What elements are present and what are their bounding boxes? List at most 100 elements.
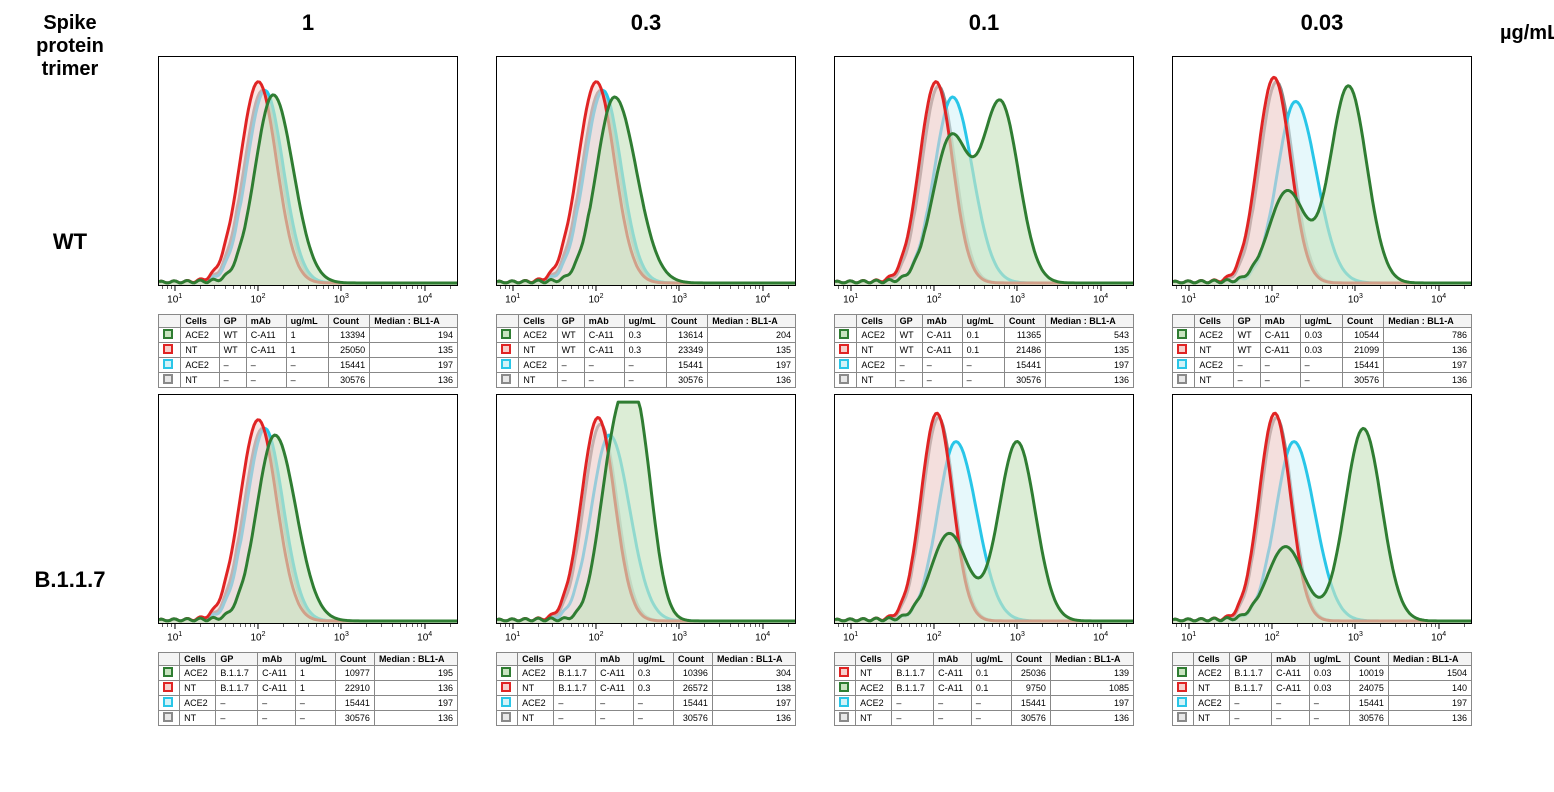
table-cell: 135 xyxy=(1046,343,1134,358)
table-row: NT–––30576136 xyxy=(497,711,796,726)
table-cell: NT xyxy=(1194,711,1230,726)
table-header: Median : BL1-A xyxy=(370,315,458,328)
table-cell: ACE2 xyxy=(518,696,554,711)
table-cell: 194 xyxy=(370,328,458,343)
table-cell: – xyxy=(258,711,296,726)
histogram-panel: 101102103104 CellsGPmAbug/mLCountMedian … xyxy=(148,394,468,726)
table-cell: – xyxy=(962,373,1004,388)
table-cell: WT xyxy=(1233,343,1260,358)
x-tick: 101 xyxy=(1181,286,1196,305)
table-cell: 0.3 xyxy=(633,681,673,696)
table-cell: 21486 xyxy=(1004,343,1045,358)
table-cell: ACE2 xyxy=(857,358,895,373)
table-cell: WT xyxy=(219,328,246,343)
x-tick: 104 xyxy=(417,624,432,643)
x-axis: 101102103104 xyxy=(496,624,796,648)
table-cell: 136 xyxy=(1046,373,1134,388)
table-cell: 1 xyxy=(295,666,335,681)
table-header: Count xyxy=(335,653,374,666)
table-cell: C-A11 xyxy=(246,328,286,343)
table-cell: 1 xyxy=(286,328,328,343)
legend-swatch xyxy=(1177,697,1187,707)
table-header: mAb xyxy=(922,315,962,328)
table-cell: 30576 xyxy=(1349,711,1388,726)
legend-swatch xyxy=(1177,712,1187,722)
legend-swatch xyxy=(163,712,173,722)
table-row: NTWTC-A110.323349135 xyxy=(497,343,796,358)
table-cell: – xyxy=(295,696,335,711)
table-row: ACE2–––15441197 xyxy=(159,696,458,711)
table-cell: – xyxy=(934,696,972,711)
table-cell: ACE2 xyxy=(181,328,219,343)
table-cell: – xyxy=(1230,711,1272,726)
table-header: ug/mL xyxy=(624,315,666,328)
table-cell: 1504 xyxy=(1388,666,1471,681)
table-cell: B.1.1.7 xyxy=(892,681,934,696)
stats-table: CellsGPmAbug/mLCountMedian : BL1-AACE2B.… xyxy=(158,652,458,726)
legend-swatch xyxy=(501,359,511,369)
table-cell: 15441 xyxy=(1342,358,1383,373)
table-row: ACE2B.1.1.7C-A110.197501085 xyxy=(835,681,1134,696)
table-cell: – xyxy=(1272,711,1310,726)
table-header: mAb xyxy=(258,653,296,666)
table-cell: – xyxy=(286,373,328,388)
table-cell: – xyxy=(895,373,922,388)
table-cell: 25050 xyxy=(328,343,369,358)
table-cell: WT xyxy=(557,343,584,358)
plot-area xyxy=(834,56,1134,286)
table-row: ACE2WTC-A110.313614204 xyxy=(497,328,796,343)
table-cell: 15441 xyxy=(328,358,369,373)
table-cell: 15441 xyxy=(1349,696,1388,711)
table-cell: – xyxy=(286,358,328,373)
table-cell: ACE2 xyxy=(1195,358,1233,373)
unit-label: µg/mL mAb xyxy=(1500,16,1554,45)
table-header: Cells xyxy=(181,315,219,328)
table-cell: – xyxy=(1233,358,1260,373)
table-cell: NT xyxy=(180,681,216,696)
x-tick: 103 xyxy=(672,624,687,643)
table-cell: – xyxy=(219,373,246,388)
table-cell: B.1.1.7 xyxy=(554,666,596,681)
table-cell: 197 xyxy=(370,358,458,373)
table-cell: 10977 xyxy=(335,666,374,681)
table-cell: 140 xyxy=(1388,681,1471,696)
table-row: NTWTC-A11125050135 xyxy=(159,343,458,358)
table-cell: – xyxy=(246,373,286,388)
table-cell: 136 xyxy=(374,711,457,726)
table-header: Cells xyxy=(857,315,895,328)
legend-swatch xyxy=(839,344,849,354)
legend-swatch xyxy=(1177,329,1187,339)
table-cell: C-A11 xyxy=(246,343,286,358)
table-cell: 9750 xyxy=(1011,681,1050,696)
table-row: ACE2WTC-A11113394194 xyxy=(159,328,458,343)
table-cell: 30576 xyxy=(1004,373,1045,388)
x-tick: 101 xyxy=(505,624,520,643)
table-cell: 25036 xyxy=(1011,666,1050,681)
x-tick: 101 xyxy=(167,624,182,643)
plot-area xyxy=(834,394,1134,624)
table-cell: 138 xyxy=(712,681,795,696)
table-cell: – xyxy=(892,696,934,711)
stats-table: CellsGPmAbug/mLCountMedian : BL1-AACE2WT… xyxy=(1172,314,1472,388)
x-tick: 104 xyxy=(1093,624,1108,643)
table-cell: 13394 xyxy=(328,328,369,343)
table-row: ACE2–––15441197 xyxy=(497,696,796,711)
table-header: Count xyxy=(1011,653,1050,666)
table-cell: – xyxy=(1300,373,1342,388)
table-cell: 0.03 xyxy=(1300,328,1342,343)
table-cell: ACE2 xyxy=(180,666,216,681)
table-cell: ACE2 xyxy=(856,696,892,711)
legend-swatch xyxy=(839,667,849,677)
table-cell: 197 xyxy=(374,696,457,711)
table-cell: 136 xyxy=(1384,373,1472,388)
legend-swatch xyxy=(839,697,849,707)
table-cell: ACE2 xyxy=(180,696,216,711)
table-row: ACE2B.1.1.7C-A110.310396304 xyxy=(497,666,796,681)
table-header: mAb xyxy=(246,315,286,328)
legend-swatch xyxy=(1177,344,1187,354)
legend-swatch xyxy=(1177,682,1187,692)
table-cell: B.1.1.7 xyxy=(1230,666,1272,681)
table-cell: 0.03 xyxy=(1300,343,1342,358)
table-header: Median : BL1-A xyxy=(1046,315,1134,328)
histogram-fill-green xyxy=(159,435,457,623)
